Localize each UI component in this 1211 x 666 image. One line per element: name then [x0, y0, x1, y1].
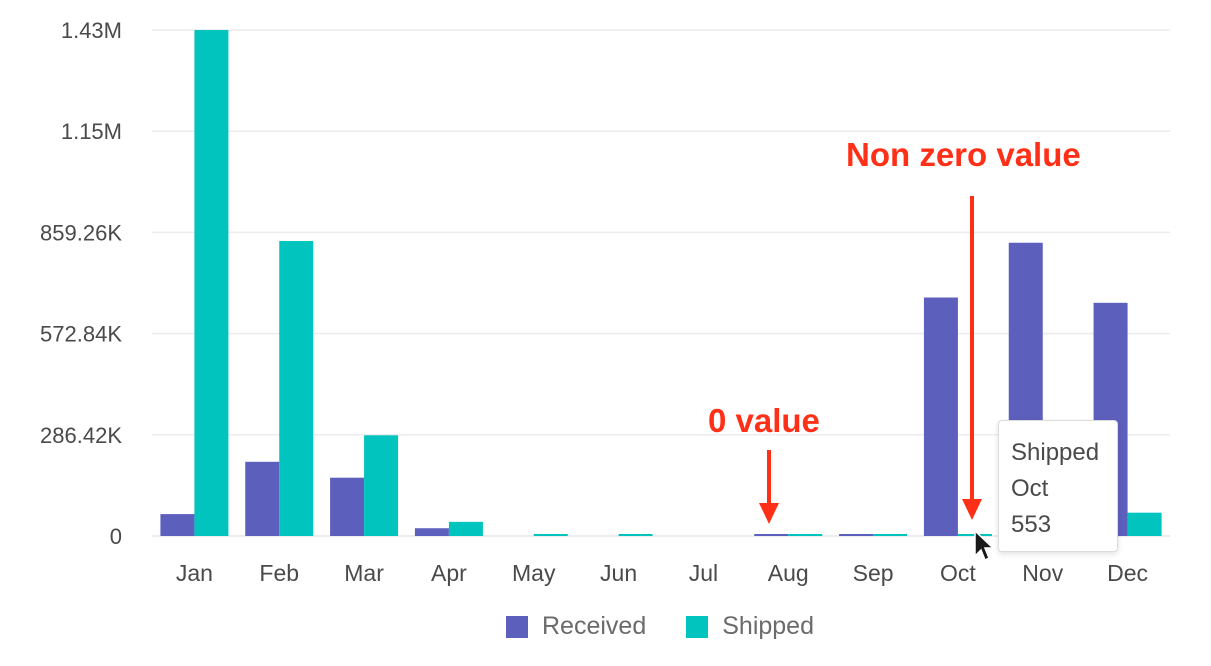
bar-shipped-apr [449, 522, 483, 536]
y-tick-label: 572.84K [40, 322, 122, 347]
bar-received-sep [839, 534, 873, 536]
y-tick-label: 0 [110, 524, 122, 549]
bar-received-mar [330, 478, 364, 536]
tooltip-series: Shipped [1011, 435, 1117, 471]
bar-received-apr [415, 528, 449, 536]
x-tick-label: Aug [768, 560, 809, 586]
x-tick-label: Jul [689, 560, 718, 586]
bar-received-feb [245, 462, 279, 536]
legend-item-received[interactable]: Received [506, 612, 646, 641]
tooltip-value: 553 [1011, 507, 1117, 543]
bar-shipped-sep [873, 534, 907, 536]
x-tick-label: Jun [600, 560, 637, 586]
bar-shipped-feb [279, 241, 313, 536]
nonzero-arrow-head [962, 499, 982, 520]
chart-legend: Received Shipped [0, 612, 1211, 641]
x-tick-label: May [512, 560, 556, 586]
legend-label-shipped: Shipped [722, 612, 814, 641]
bar-shipped-jan [194, 30, 228, 536]
bar-received-aug [754, 534, 788, 536]
x-tick-label: Apr [431, 560, 467, 586]
bar-shipped-dec [1128, 513, 1162, 536]
legend-swatch-shipped [686, 616, 708, 638]
y-axis: 0 286.42K 572.84K 859.26K 1.15M 1.43M [40, 18, 122, 549]
x-tick-label: Sep [853, 560, 894, 586]
y-tick-label: 1.43M [61, 18, 122, 43]
x-tick-label: Feb [259, 560, 299, 586]
x-tick-label: Dec [1107, 560, 1148, 586]
x-axis: Jan Feb Mar Apr May Jun Jul Aug Sep Oct Nov Dec [176, 560, 1148, 586]
y-tick-label: 286.42K [40, 423, 122, 448]
x-tick-label: Nov [1022, 560, 1063, 586]
zero-arrow-head [759, 503, 779, 524]
legend-item-shipped[interactable]: Shipped [686, 612, 814, 641]
zero-value-annotation: 0 value [708, 402, 820, 440]
x-tick-label: Oct [940, 560, 976, 586]
bar-shipped-aug [788, 534, 822, 536]
y-tick-label: 859.26K [40, 220, 122, 245]
bar-received-jan [160, 514, 194, 536]
bar-received-oct [924, 298, 958, 536]
legend-swatch-received [506, 616, 528, 638]
bar-shipped-may [534, 534, 568, 536]
y-tick-label: 1.15M [61, 119, 122, 144]
legend-label-received: Received [542, 612, 646, 641]
tooltip-category: Oct [1011, 471, 1117, 507]
chart-tooltip: Shipped Oct 553 [998, 420, 1118, 552]
bar-shipped-jun [619, 534, 653, 536]
x-tick-label: Mar [344, 560, 384, 586]
bar-shipped-mar [364, 435, 398, 536]
nonzero-value-annotation: Non zero value [846, 136, 1081, 174]
x-tick-label: Jan [176, 560, 213, 586]
